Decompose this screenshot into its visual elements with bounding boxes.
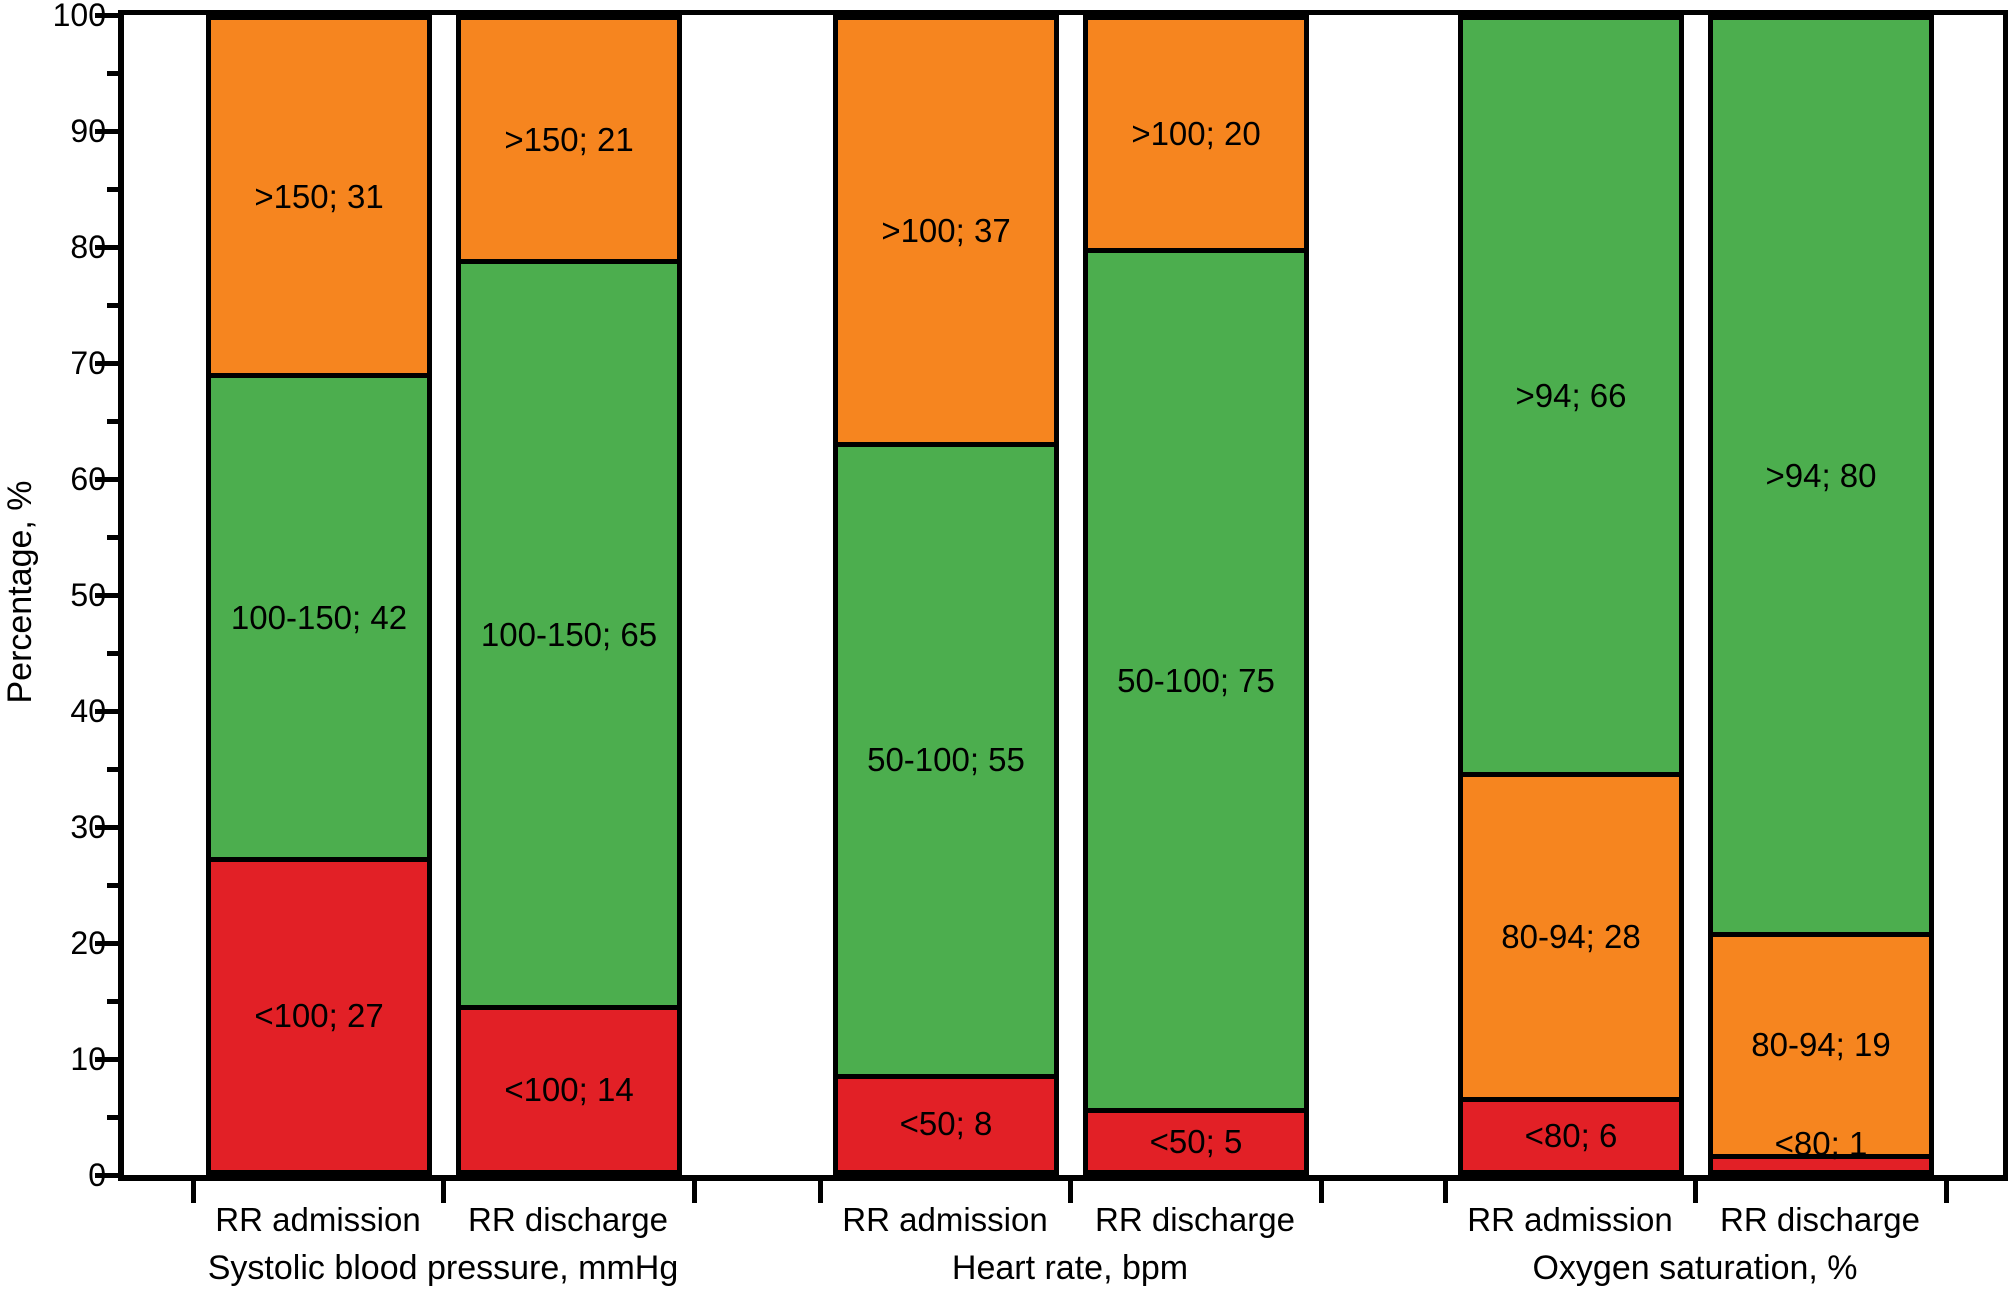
- y-axis-minor-tick: [107, 186, 118, 192]
- bar-segment-green: 50-100; 55: [838, 446, 1054, 1079]
- stacked-bar: <80; 1 80-94; 19 >94; 80: [1708, 15, 1934, 1175]
- y-axis-major-tick: [95, 708, 118, 714]
- x-axis-tick: [1318, 1181, 1324, 1203]
- y-axis-tick-label: 30: [70, 809, 106, 845]
- x-axis-tick: [1067, 1181, 1073, 1203]
- stacked-bar: <100; 14 100-150; 65 >150; 21: [456, 15, 682, 1175]
- bar-segment-orange: >150; 31: [211, 20, 427, 379]
- segment-label: >100; 37: [881, 211, 1011, 249]
- y-axis-major-tick: [95, 128, 118, 134]
- y-axis-tick-label: 100: [52, 0, 106, 33]
- bar-segment-orange: 80-94; 28: [1463, 777, 1679, 1102]
- segment-label: <100; 27: [254, 997, 384, 1035]
- segment-label: 100-150; 42: [230, 598, 408, 636]
- segment-label: <80; 6: [1524, 1116, 1618, 1154]
- x-axis-tick: [440, 1181, 446, 1203]
- segment-label: 100-150; 65: [480, 615, 658, 653]
- y-axis-minor-tick: [107, 302, 118, 308]
- y-axis-minor-tick: [107, 650, 118, 656]
- y-axis-major-tick: [95, 592, 118, 598]
- segment-label: 80-94; 19: [1751, 1026, 1891, 1064]
- y-axis-major-tick: [95, 360, 118, 366]
- y-axis-minor-tick: [107, 998, 118, 1004]
- segment-label: 50-100; 55: [867, 741, 1025, 779]
- y-axis-tick-label: 70: [70, 345, 106, 381]
- group-label: Heart rate, bpm: [951, 1249, 1189, 1287]
- x-axis-tick: [1442, 1181, 1448, 1203]
- stacked-bar: <50; 5 50-100; 75 >100; 20: [1083, 15, 1309, 1175]
- y-axis-major-tick: [95, 244, 118, 250]
- y-axis-major-tick: [95, 476, 118, 482]
- bar-segment-green: 100-150; 42: [211, 378, 427, 863]
- category-label: RR discharge: [468, 1201, 668, 1238]
- segment-label: <50; 8: [899, 1105, 993, 1143]
- bar-segment-green: 50-100; 75: [1088, 253, 1304, 1113]
- group-label: Systolic blood pressure, mmHg: [207, 1249, 679, 1287]
- segment-label: >150; 31: [254, 177, 384, 215]
- y-axis-major-tick: [95, 940, 118, 946]
- bar-segment-green: >94; 66: [1463, 19, 1679, 778]
- bar-segment-red: <80; 6: [1463, 1101, 1679, 1170]
- stacked-bar: <50; 8 50-100; 55 >100; 37: [833, 15, 1059, 1175]
- y-axis-minor-tick: [107, 1114, 118, 1120]
- category-label: RR discharge: [1095, 1201, 1295, 1238]
- y-axis-minor-tick: [107, 534, 118, 540]
- bar-segment-orange: 80-94; 19: [1713, 937, 1929, 1159]
- y-axis-minor-tick: [107, 418, 118, 424]
- y-axis-tick-label: 60: [70, 461, 106, 497]
- bar-segment-green: >94; 80: [1713, 20, 1929, 937]
- y-axis-tick-label: 10: [70, 1041, 106, 1077]
- bar-segment-orange: >150; 21: [461, 20, 677, 265]
- x-axis-tick: [691, 1181, 697, 1203]
- bar-segment-red: <50; 8: [838, 1078, 1054, 1170]
- y-axis-minor-tick: [107, 766, 118, 772]
- segment-label: >100; 20: [1131, 115, 1261, 152]
- segment-label: <100; 14: [504, 1071, 634, 1109]
- bar-segment-red: <50; 5: [1088, 1113, 1304, 1170]
- bar-segment-red: <80; 1: [1713, 1126, 1929, 1170]
- segment-label: <80; 1: [1774, 1125, 1868, 1163]
- category-label: RR admission: [842, 1201, 1048, 1238]
- stacked-bar: <100; 27 100-150; 42 >150; 31: [206, 15, 432, 1175]
- segment-label: 80-94; 28: [1501, 917, 1641, 955]
- segment-label: 50-100; 75: [1117, 661, 1275, 699]
- y-axis-minor-tick: [107, 882, 118, 888]
- y-axis-tick-label: 40: [70, 693, 106, 729]
- bar-segment-orange: >100; 37: [838, 20, 1054, 447]
- group-label: Oxygen saturation, %: [1532, 1249, 1858, 1287]
- y-axis-tick-label: 0: [88, 1157, 106, 1193]
- category-label: RR admission: [1467, 1201, 1673, 1238]
- y-axis-tick-label: 50: [70, 577, 106, 613]
- category-label: RR admission: [215, 1201, 421, 1238]
- y-axis-tick-label: 20: [70, 925, 106, 961]
- y-axis-major-tick: [95, 1056, 118, 1062]
- segment-label: <50; 5: [1149, 1122, 1243, 1160]
- plot-area: [118, 10, 2008, 1181]
- x-axis-tick: [817, 1181, 823, 1203]
- bar-segment-red: <100; 14: [461, 1010, 677, 1170]
- y-axis-minor-tick: [107, 70, 118, 76]
- bar-segment-orange: >100; 20: [1088, 20, 1304, 253]
- segment-label: >94; 66: [1515, 377, 1627, 415]
- x-axis-tick: [190, 1181, 196, 1203]
- segment-label: >94; 80: [1765, 457, 1877, 494]
- y-axis-major-tick: [95, 824, 118, 830]
- y-axis-major-tick: [95, 12, 118, 18]
- segment-label: >150; 21: [504, 120, 634, 158]
- stacked-bar: <80; 6 80-94; 28 >94; 66: [1458, 15, 1684, 1175]
- bar-segment-green: 100-150; 65: [461, 264, 677, 1011]
- y-axis-major-tick: [95, 1172, 118, 1178]
- x-axis-tick: [1692, 1181, 1698, 1203]
- category-label: RR discharge: [1720, 1201, 1920, 1238]
- x-axis-tick: [1943, 1181, 1949, 1203]
- y-axis-tick-label: 90: [70, 113, 106, 149]
- bar-segment-red: <100; 27: [211, 862, 427, 1170]
- y-axis-tick-label: 80: [70, 229, 106, 265]
